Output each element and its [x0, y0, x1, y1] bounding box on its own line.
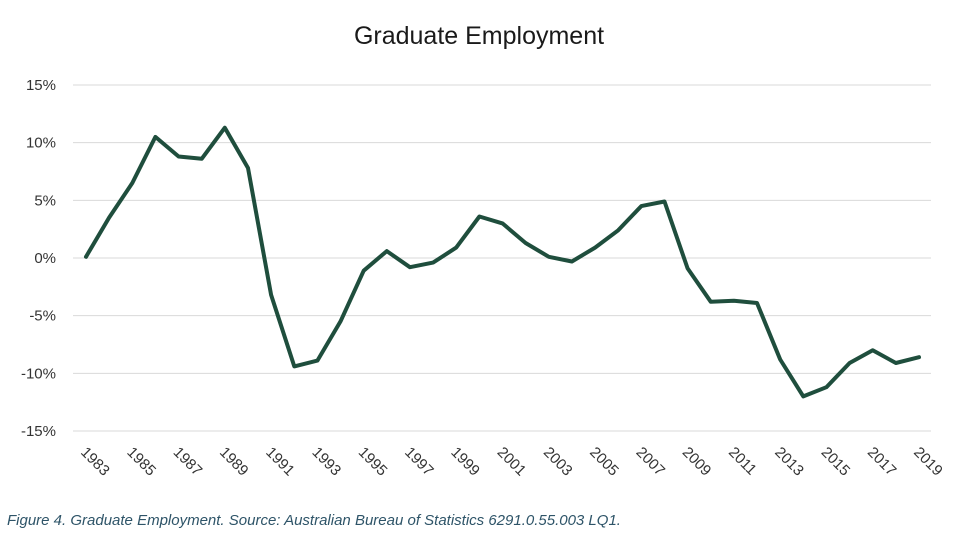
gridlines	[73, 84, 931, 432]
y-tick-label: 15%	[26, 77, 56, 94]
x-tick-label: 2009	[679, 444, 715, 480]
x-tick-label: 2003	[540, 444, 576, 480]
figure-caption: Figure 4. Graduate Employment. Source: A…	[7, 512, 621, 529]
series-layer	[84, 125, 921, 399]
x-tick-label: 1997	[401, 444, 437, 480]
y-tick-label: -15%	[21, 423, 56, 440]
series-line	[84, 125, 921, 399]
x-tick-label: 2013	[771, 444, 807, 480]
x-tick-label: 1991	[262, 444, 298, 480]
y-tick-label: 5%	[34, 192, 56, 209]
x-tick-label: 1985	[123, 444, 159, 480]
x-tick-label: 2007	[633, 444, 669, 480]
x-tick-label: 1999	[447, 444, 483, 480]
y-tick-label: -5%	[29, 308, 56, 325]
chart-title: Graduate Employment	[353, 22, 605, 50]
x-tick-label: 2017	[864, 444, 900, 480]
x-axis-ticks: 1983 1985 1987 1989 1991 1993 1995 1997 1999 2001…	[77, 444, 946, 480]
x-tick-label: 2011	[725, 444, 760, 479]
x-tick-label: 1993	[309, 444, 345, 480]
x-tick-label: 2019	[910, 444, 946, 480]
y-axis-ticks: 15% 10% 5% 0% -5% -10% -15%	[21, 77, 56, 440]
x-tick-label: 2005	[586, 444, 622, 480]
x-tick-label: 1987	[170, 444, 206, 480]
x-tick-label: 2015	[818, 444, 854, 480]
x-tick-label: 2001	[494, 444, 530, 480]
x-tick-label: 1995	[355, 444, 391, 480]
y-tick-label: 10%	[26, 135, 56, 152]
x-tick-label: 1989	[216, 444, 252, 480]
y-tick-label: -10%	[21, 365, 56, 382]
x-tick-label: 1983	[77, 444, 113, 480]
y-tick-label: 0%	[34, 250, 56, 267]
